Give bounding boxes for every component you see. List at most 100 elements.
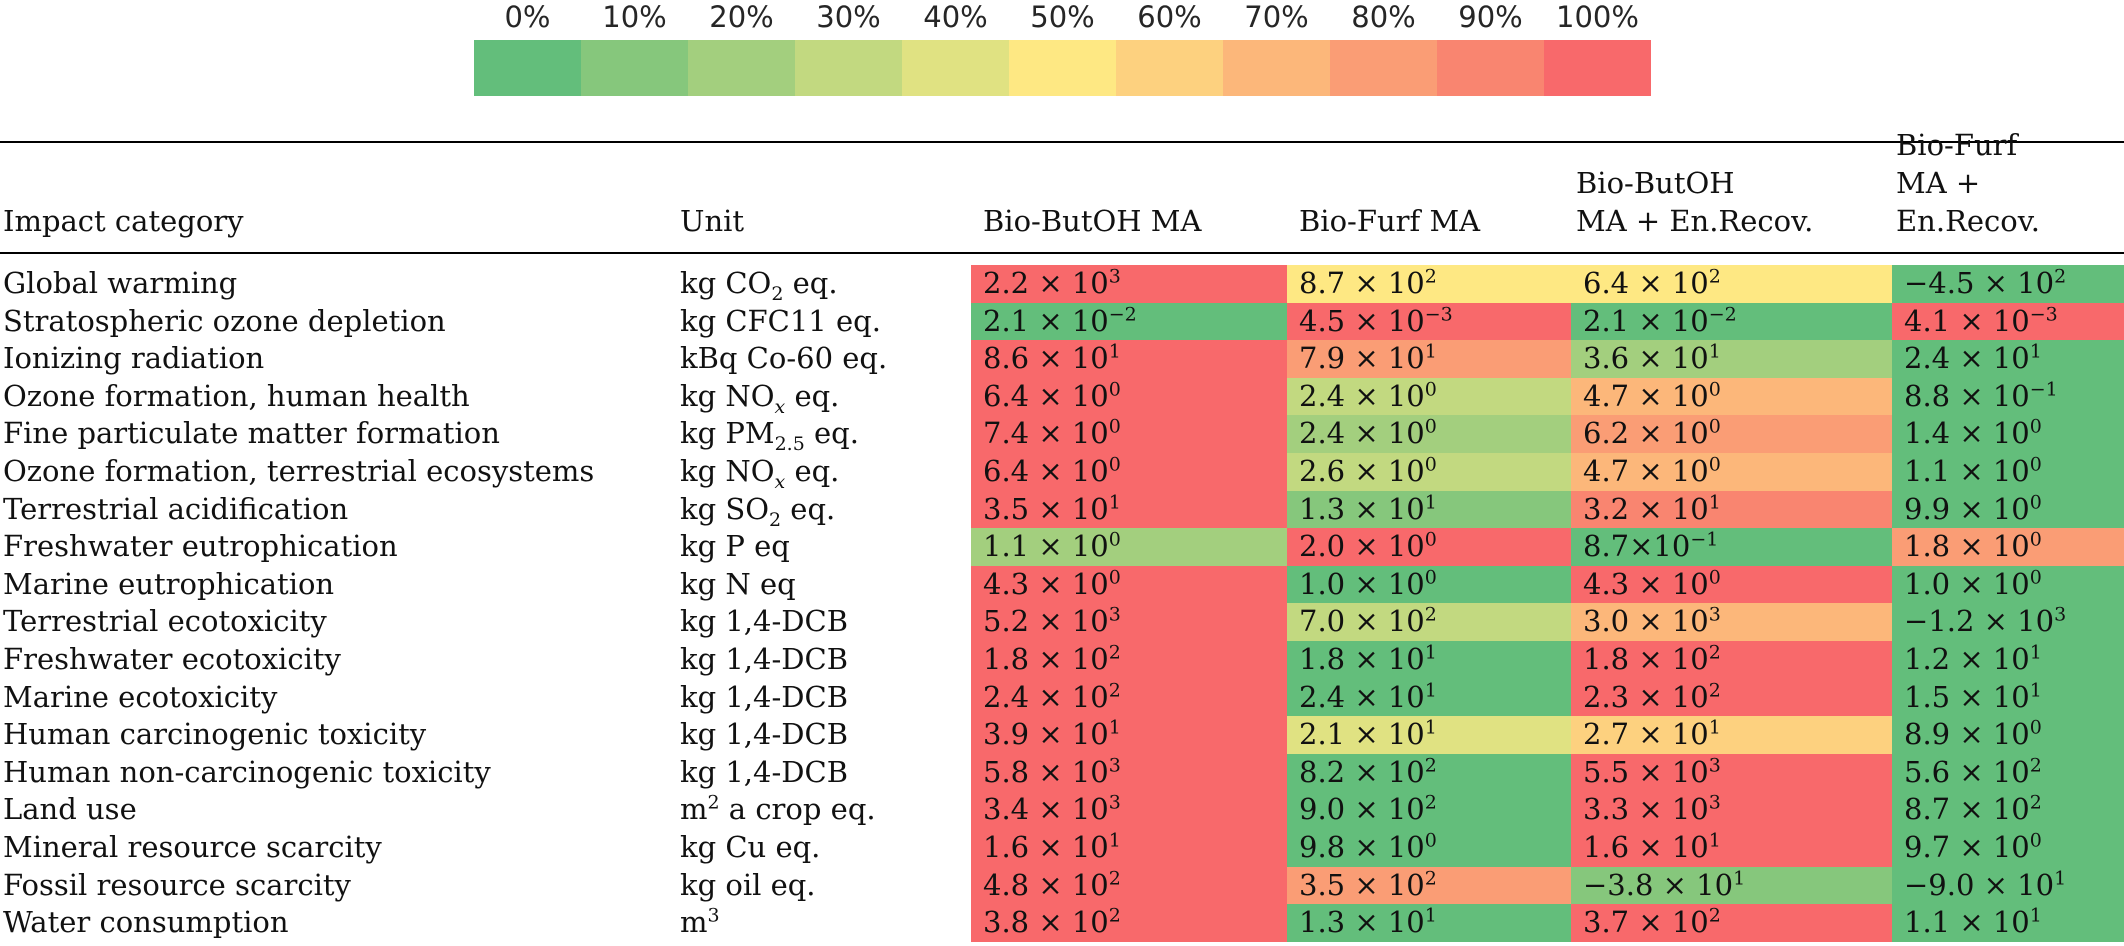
value-cell: 5.8 × 103 (971, 753, 1287, 792)
value-cell: 3.4 × 103 (971, 791, 1287, 829)
value-cell: 1.6 × 101 (971, 828, 1287, 867)
value-cell: 2.7 × 101 (1571, 716, 1892, 754)
value-cell: 2.4 × 101 (1892, 340, 2124, 378)
value-cell: 3.5 × 101 (971, 490, 1287, 529)
table-row: Water consumption m3 3.8 × 102 1.3 × 101 3.7… (0, 904, 2124, 942)
unit-cell: kg Cu eq. (680, 829, 821, 864)
header-impact-category: Impact category (3, 204, 244, 238)
value-cell: 2.4 × 101 (1287, 678, 1571, 717)
impact-category-cell: Freshwater ecotoxicity (3, 641, 341, 676)
impact-category-cell: Marine ecotoxicity (3, 679, 278, 714)
value-cell: 1.3 × 101 (1287, 490, 1571, 529)
legend-swatch (795, 40, 902, 96)
value-cell: 3.0 × 103 (1571, 603, 1892, 641)
legend-label: 40% (923, 0, 988, 34)
value-cell: 8.7 × 102 (1892, 791, 2124, 829)
legend-swatch (474, 40, 581, 96)
value-cell: 3.7 × 102 (1571, 904, 1892, 942)
header-bio-furf-ma-en-recov: Bio-Furf MA + En.Recov. (1896, 128, 2040, 238)
value-cell: −4.5 × 102 (1892, 265, 2124, 303)
legend-swatch (902, 40, 1009, 96)
value-cell: 9.7 × 100 (1892, 828, 2124, 867)
value-cell: 4.5 × 10−3 (1287, 302, 1571, 341)
header-bio-butoh-ma-en-recov: Bio-ButOH MA + En.Recov. (1576, 166, 1814, 238)
value-cell: 7.0 × 102 (1287, 603, 1571, 641)
legend-swatches (474, 40, 1651, 96)
impact-category-cell: Freshwater eutrophication (3, 529, 398, 564)
value-cell: 6.4 × 100 (971, 377, 1287, 416)
legend-label: 50% (1030, 0, 1095, 34)
value-cell: 1.5 × 101 (1892, 678, 2124, 717)
value-cell: 9.9 × 100 (1892, 490, 2124, 529)
value-cell: 1.8 × 102 (1571, 640, 1892, 679)
impact-category-cell: Ozone formation, human health (3, 378, 470, 413)
legend-label: 70% (1244, 0, 1309, 34)
unit-cell: kg CFC11 eq. (680, 303, 881, 338)
header-bio-butoh-ma: Bio-ButOH MA (983, 204, 1202, 238)
table-row: Global warming kg CO2 eq. 2.2 × 103 8.7 × 1… (0, 265, 2124, 303)
value-cell: 6.4 × 100 (971, 452, 1287, 491)
value-cell: 5.6 × 102 (1892, 753, 2124, 792)
impact-category-cell: Stratospheric ozone depletion (3, 303, 446, 338)
legend-swatch (688, 40, 795, 96)
unit-cell: kg PM2.5 eq. (680, 416, 859, 453)
value-cell: 3.9 × 101 (971, 716, 1287, 754)
unit-cell: kg NOx eq. (680, 378, 840, 416)
value-cell: 1.0 × 100 (1892, 565, 2124, 604)
unit-cell: m3 (680, 904, 720, 940)
color-scale-legend: 0% 10% 20% 30% 40% 50% 60% 70% 80% 90% 100% (474, 0, 1651, 96)
impact-category-cell: Ionizing radiation (3, 341, 265, 376)
legend-label: 60% (1137, 0, 1202, 34)
value-cell: 2.1 × 10−2 (1571, 302, 1892, 341)
unit-cell: kg SO2 eq. (680, 491, 836, 529)
value-cell: 2.2 × 103 (971, 265, 1287, 303)
value-cell: 4.3 × 100 (971, 565, 1287, 604)
value-cell: 8.9 × 100 (1892, 716, 2124, 754)
value-cell: 1.8 × 100 (1892, 528, 2124, 566)
value-cell: 2.6 × 100 (1287, 452, 1571, 491)
value-cell: 2.4 × 100 (1287, 377, 1571, 416)
unit-cell: kg 1,4-DCB (680, 679, 849, 714)
value-cell: 2.1 × 10−2 (971, 302, 1287, 341)
header-rule (0, 252, 2124, 254)
value-cell: 4.3 × 100 (1571, 565, 1892, 604)
table-row: Mineral resource scarcity kg Cu eq. 1.6 × … (0, 828, 2124, 867)
value-cell: 8.2 × 102 (1287, 753, 1571, 792)
value-cell: 3.2 × 101 (1571, 490, 1892, 529)
unit-cell: kg 1,4-DCB (680, 604, 849, 639)
unit-cell: kg 1,4-DCB (680, 717, 849, 752)
header-unit: Unit (680, 204, 745, 238)
table-row: Human non-carcinogenic toxicity kg 1,4-DC… (0, 753, 2124, 792)
value-cell: 2.1 × 101 (1287, 716, 1571, 754)
legend-swatch (581, 40, 688, 96)
top-rule (0, 141, 2124, 143)
table-row: Marine eutrophication kg N eq 4.3 × 100 1.0… (0, 565, 2124, 604)
impact-category-cell: Fine particulate matter formation (3, 416, 500, 451)
value-cell: −1.2 × 103 (1892, 603, 2124, 641)
header-bio-furf-ma: Bio-Furf MA (1299, 204, 1481, 238)
unit-cell: kg 1,4-DCB (680, 754, 849, 789)
value-cell: 4.7 × 100 (1571, 452, 1892, 491)
impact-category-cell: Terrestrial acidification (3, 491, 349, 526)
impact-category-cell: Fossil resource scarcity (3, 867, 351, 902)
value-cell: −3.8 × 101 (1571, 866, 1892, 905)
value-cell: 1.1 × 100 (971, 528, 1287, 566)
impact-category-cell: Ozone formation, terrestrial ecosystems (3, 453, 595, 488)
table-body: Global warming kg CO2 eq. 2.2 × 103 8.7 × 1… (0, 265, 2124, 942)
table-row: Terrestrial acidification kg SO2 eq. 3.5 ×… (0, 490, 2124, 529)
value-cell: 6.4 × 102 (1571, 265, 1892, 303)
table-row: Freshwater eutrophication kg P eq 1.1 × 10… (0, 528, 2124, 566)
value-cell: 1.4 × 100 (1892, 415, 2124, 453)
value-cell: 4.7 × 100 (1571, 377, 1892, 416)
unit-cell: kg CO2 eq. (680, 266, 838, 303)
table-header: Impact category Unit Bio-ButOH MA Bio-Fu… (0, 128, 2124, 252)
value-cell: 1.0 × 100 (1287, 565, 1571, 604)
value-cell: 8.7 × 102 (1287, 265, 1571, 303)
table-row: Terrestrial ecotoxicity kg 1,4-DCB 5.2 × 1… (0, 603, 2124, 641)
table-row: Ozone formation, human health kg NOx eq. 6… (0, 377, 2124, 416)
unit-cell: kg 1,4-DCB (680, 641, 849, 676)
value-cell: 1.8 × 101 (1287, 640, 1571, 679)
table-row: Land use m2 a crop eq. 3.4 × 103 9.0 × 102 3… (0, 791, 2124, 829)
value-cell: 3.8 × 102 (971, 904, 1287, 942)
unit-cell: kg N eq (680, 566, 796, 601)
